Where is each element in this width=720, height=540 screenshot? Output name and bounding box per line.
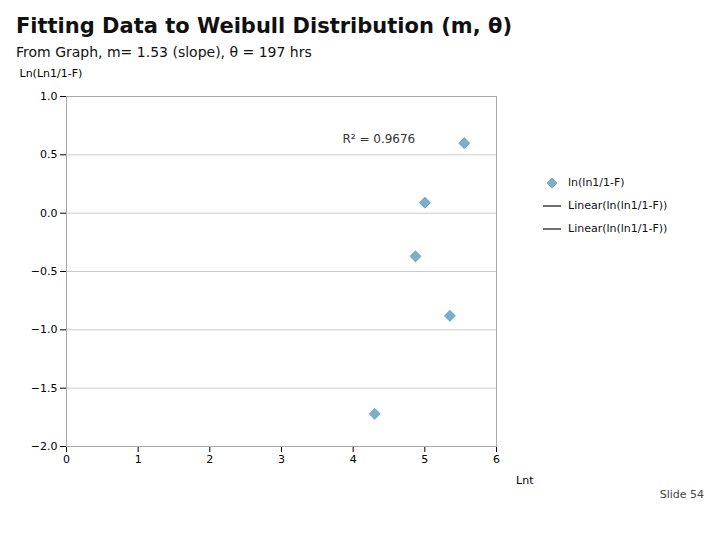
svg-text:Ln(Ln1/1-F): Ln(Ln1/1-F) bbox=[20, 67, 83, 80]
svg-text:3: 3 bbox=[278, 453, 285, 466]
html-text:ln(ln1/1-F): ln(ln1/1-F) bbox=[568, 176, 625, 189]
svg-text:6: 6 bbox=[493, 453, 500, 466]
svg-text:1.0: 1.0 bbox=[40, 90, 58, 103]
svg-text:2: 2 bbox=[206, 453, 213, 466]
svg-text:5: 5 bbox=[421, 453, 428, 466]
svg-text:R² = 0.9676: R² = 0.9676 bbox=[342, 132, 415, 146]
html-text:Fitting Data to Weibull Distri: Fitting Data to Weibull Distribution (m,… bbox=[16, 14, 512, 38]
html-text:From Graph, m= 1.53 (slope), θ: From Graph, m= 1.53 (slope), θ = 197 hrs bbox=[16, 44, 312, 60]
svg-text:4: 4 bbox=[350, 453, 357, 466]
svg-text:−1.5: −1.5 bbox=[31, 382, 58, 395]
svg-text:−0.5: −0.5 bbox=[31, 265, 58, 278]
html-text:Linear(ln(ln1/1-F)): Linear(ln(ln1/1-F)) bbox=[568, 199, 668, 212]
svg-text:−2.0: −2.0 bbox=[31, 440, 58, 453]
svg-text:1: 1 bbox=[135, 453, 142, 466]
svg-text:0.5: 0.5 bbox=[40, 148, 58, 161]
svg-text:0: 0 bbox=[63, 453, 70, 466]
html-text:Slide 54: Slide 54 bbox=[659, 488, 704, 501]
svg-text:0.0: 0.0 bbox=[40, 207, 58, 220]
svg-text:Lnt: Lnt bbox=[516, 474, 534, 487]
svg-text:−1.0: −1.0 bbox=[31, 323, 58, 336]
html-text:Linear(ln(ln1/1-F)): Linear(ln(ln1/1-F)) bbox=[568, 222, 668, 235]
